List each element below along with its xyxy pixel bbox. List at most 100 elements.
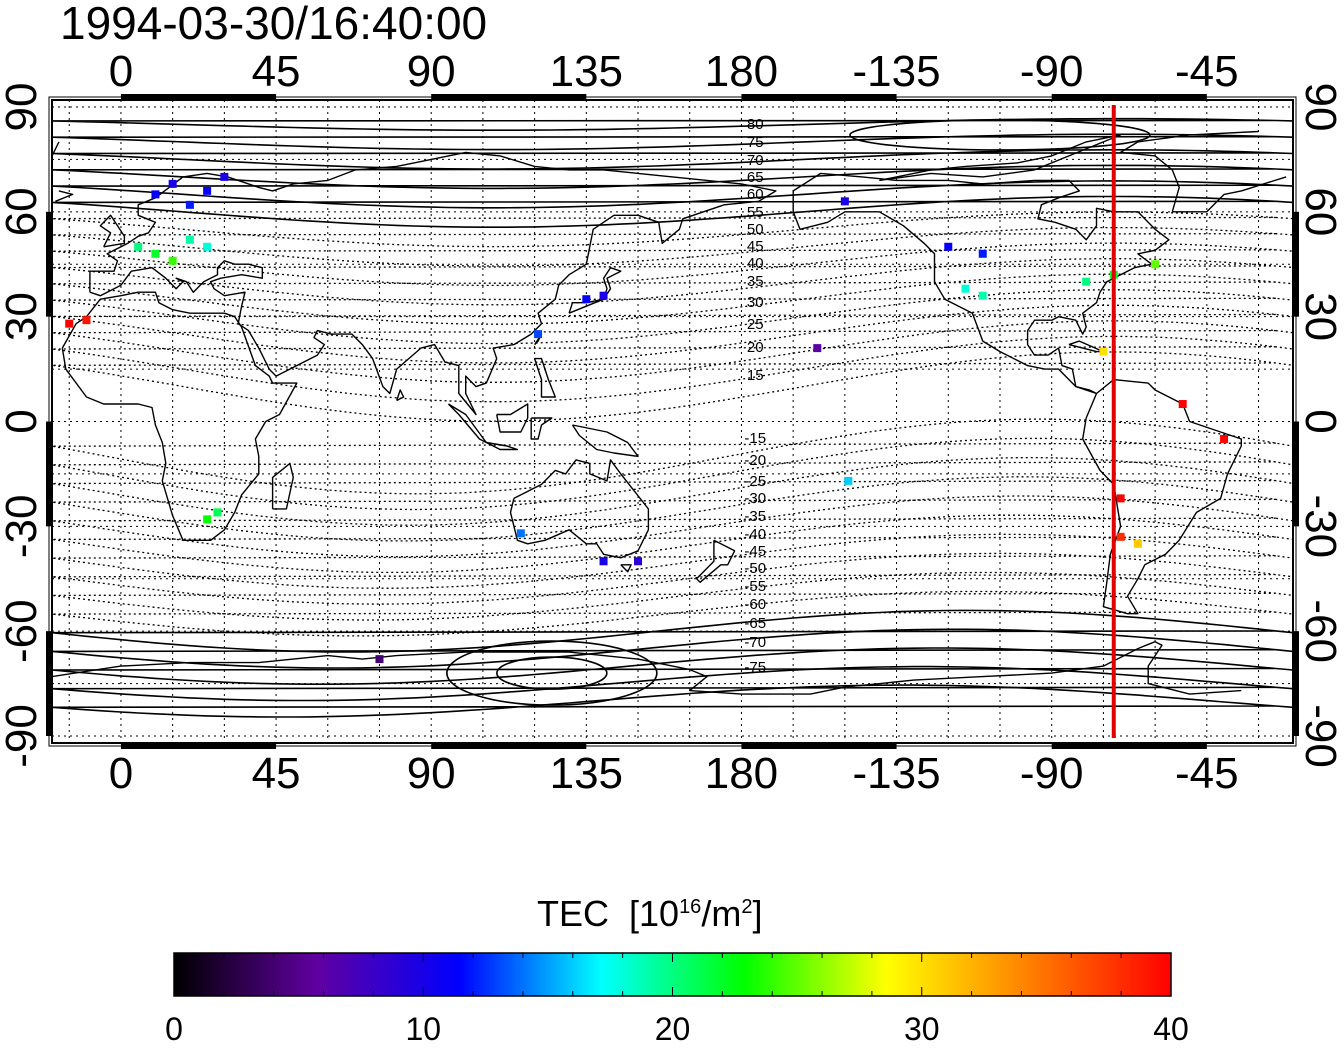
colorbar-label: TEC (537, 893, 609, 934)
contour-label: 35 (747, 273, 764, 290)
coastline-segment (61, 291, 298, 541)
contour-line (52, 195, 1293, 228)
contour-line (52, 665, 1293, 702)
contour-line (52, 273, 1293, 325)
colorbar-ticks: 0 10 20 30 40 (165, 953, 1189, 1047)
contour-line (52, 456, 1293, 526)
magnetic-latitude-contours (52, 117, 1293, 718)
coastline-segment (509, 459, 650, 559)
coastline-segment (447, 403, 487, 444)
tec-point-europe-north (168, 179, 177, 188)
contour-label: -45 (744, 543, 766, 560)
contour-label: -55 (744, 578, 766, 595)
contour-oval-south-inner (496, 656, 608, 690)
contour-line (52, 149, 1293, 170)
colorbar-tick-label: 10 (405, 1011, 441, 1047)
lon-tick-label-top: -90 (1020, 47, 1084, 96)
tec-point-usa-east (1082, 277, 1091, 286)
lat-tick-label-left: 90 (0, 83, 46, 132)
contour-line (52, 180, 1293, 209)
contour-line (52, 117, 1293, 131)
tec-point-australia-south (599, 557, 608, 566)
tec-point-iberia (65, 319, 74, 328)
colorbar-tick-label: 20 (655, 1011, 691, 1047)
contour-label: -20 (744, 452, 766, 469)
coastline-segment (620, 564, 632, 573)
tec-point-hawaii (813, 344, 822, 353)
tec-point-europe-mid (203, 242, 212, 251)
lon-tick-label-bottom: 135 (550, 749, 623, 798)
colorbar-title: TEC [1016/m2] (537, 893, 762, 935)
contour-line (52, 133, 1293, 151)
coastline-segment (533, 357, 556, 398)
colorbar-unit-mid: /m (701, 893, 742, 934)
contour-line (52, 211, 1293, 248)
contour-label: -50 (744, 560, 766, 577)
lon-tick-label-bottom: 90 (407, 749, 456, 798)
contour-line (52, 289, 1293, 345)
tec-point-europe-mid (185, 235, 194, 244)
contour-line (52, 533, 1293, 589)
tec-point-brazil-east (1220, 434, 1229, 443)
contour-line (52, 647, 1293, 685)
lon-tick-label-top: -45 (1175, 47, 1239, 96)
tec-point-europe-mid (151, 249, 160, 258)
tec-point-australia-south (634, 557, 643, 566)
contour-label: 65 (747, 169, 764, 186)
contour-label: -30 (744, 490, 766, 507)
lat-tick-label-right: -30 (1296, 495, 1344, 559)
contour-label: -15 (744, 430, 766, 447)
lon-ticks-top: 0 45 90 135 180 -135 -90 -45 (109, 47, 1239, 96)
tec-point-southern-africa (203, 515, 212, 524)
contour-line (52, 335, 1293, 403)
contour-line (52, 684, 1293, 718)
coastline-segment (530, 417, 553, 440)
tec-point-chile (1116, 532, 1125, 541)
lat-tick-label-right: 90 (1296, 83, 1344, 132)
lon-tick-label-top: 90 (407, 47, 456, 96)
contour-line (52, 351, 1293, 422)
contour-label: 50 (747, 221, 764, 238)
tec-point-antarctica (375, 655, 384, 664)
coastline (52, 130, 1287, 695)
tec-point-europe-mid (134, 242, 143, 251)
contour-line (52, 320, 1293, 383)
lon-tick-label-bottom: 0 (109, 749, 133, 798)
tec-point-europe-north (151, 190, 160, 199)
coastline-segment (396, 389, 405, 402)
tec-point-europe-north (185, 200, 194, 209)
tec-point-japan (599, 291, 608, 300)
contour-label: -70 (744, 634, 766, 651)
contour-line (52, 437, 1293, 511)
contour-label: 75 (747, 134, 764, 151)
contour-line (52, 476, 1293, 542)
lon-tick-label-top: 0 (109, 47, 133, 96)
coastline-segment (271, 462, 294, 510)
lat-tick-label-left: -90 (0, 704, 46, 768)
contour-label: 15 (747, 367, 764, 384)
colorbar-unit-end: ] (752, 893, 763, 934)
lon-tick-label-top: 180 (705, 47, 778, 96)
colorbar-unit-exp: 16 (679, 896, 702, 918)
contour-label: 70 (747, 152, 764, 169)
lat-tick-label-right: -90 (1296, 704, 1344, 768)
lat-tick-label-left: 60 (0, 187, 46, 236)
coastline-segment (52, 641, 1242, 695)
contour-line (52, 552, 1293, 605)
tec-point-taiwan (534, 330, 543, 339)
coastline-segment (89, 151, 777, 416)
lon-tick-label-bottom: -45 (1175, 749, 1239, 798)
tec-point-newfoundland (1151, 260, 1160, 269)
lon-ticks-bottom: 0 45 90 135 180 -135 -90 -45 (109, 749, 1239, 798)
lat-tick-label-right: 60 (1296, 187, 1344, 236)
tec-point-southern-africa (213, 508, 222, 517)
tec-point-usa-west (961, 284, 970, 293)
contour-line (52, 242, 1293, 287)
coastline-segment (99, 214, 126, 248)
contour-oval-north (849, 119, 1151, 151)
lat-ticks-right: 90 60 30 0 -30 -60 -90 (1296, 83, 1344, 768)
lat-tick-label-left: -60 (0, 599, 46, 663)
colorbar-tick-label: 0 (165, 1011, 183, 1047)
coastline-segment (52, 130, 1287, 213)
